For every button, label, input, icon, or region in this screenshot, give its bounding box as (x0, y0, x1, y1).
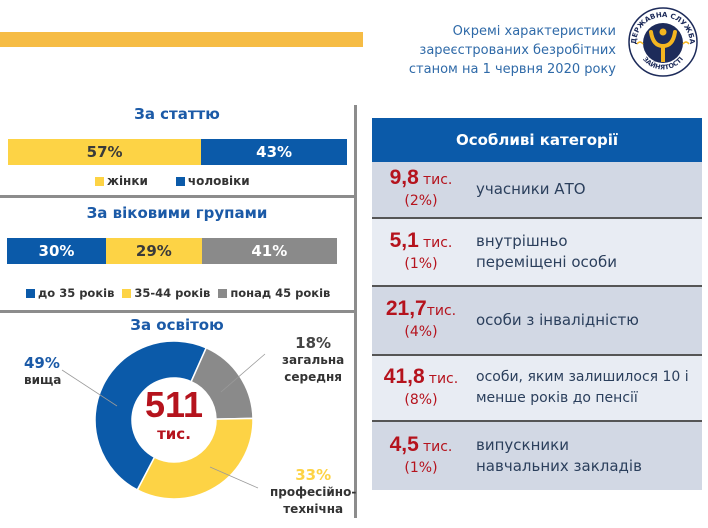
section-divider-2 (0, 310, 356, 313)
legend-swatch-men (175, 176, 185, 186)
title-line-1: Окремі характеристики (452, 24, 616, 39)
category-percent: (8%) (404, 391, 438, 408)
donut-label-higher-pct: 49% (24, 354, 60, 372)
donut-svg (61, 340, 266, 500)
donut-leader-vocational (209, 466, 259, 489)
category-row: 21,7тис. (4%) особи з інвалідністю (372, 287, 702, 356)
age-bar-over-45: 41% (201, 238, 337, 264)
donut-leader-secondary (220, 353, 266, 393)
donut-label-vocational-name-1: професійно- (270, 485, 357, 499)
category-label: особи, яким залишилося 10 і менше років … (476, 369, 689, 406)
donut-label-vocational-pct: 33% (295, 466, 332, 484)
donut-label-vocational: 33% професійно- технічна (270, 466, 356, 518)
category-value: 21,7тис. (4%) (372, 297, 470, 342)
category-number: 9,8 (389, 166, 419, 189)
category-label: випускники навчальних закладів (476, 436, 642, 475)
legend-item-35-44: 35-44 років (122, 286, 210, 300)
category-unit: тис. (422, 172, 453, 188)
legend-item-under-35: до 35 років (26, 286, 114, 300)
gender-bar-men: 43% (201, 139, 347, 165)
donut-slice-higher (94, 340, 208, 491)
legend-swatch-over-45 (218, 288, 228, 298)
category-label: особи з інвалідністю (476, 311, 639, 329)
category-unit: тис. (426, 303, 457, 319)
donut-label-secondary: 18% загальна середня (282, 334, 344, 386)
legend-label-over-45: понад 45 років (230, 286, 331, 300)
employment-service-logo: ДЕРЖАВНА СЛУЖБА ЗАЙНЯТОСТІ (628, 7, 698, 77)
donut-label-secondary-name-1: загальна (282, 353, 345, 367)
education-section-title: За освітою (130, 316, 224, 334)
category-percent: (1%) (404, 255, 438, 272)
category-value: 4,5 тис. (1%) (372, 432, 470, 478)
category-row: 9,8 тис. (2%) учасники АТО (372, 162, 702, 219)
donut-center-total: 511 тис. (124, 384, 224, 444)
category-row: 4,5 тис. (1%) випускники навчальних закл… (372, 422, 702, 490)
legend-item-over-45: понад 45 років (218, 286, 330, 300)
legend-swatch-women (95, 176, 104, 186)
gender-section-title: За статтю (134, 105, 220, 123)
donut-center-value: 511 (144, 384, 204, 425)
category-unit: тис. (422, 234, 453, 251)
legend-item-men: чоловіки (175, 174, 250, 188)
age-bar-under-35: 30% (7, 238, 106, 264)
legend-swatch-under-35 (26, 288, 35, 298)
age-bar: 30% 29% 41% (7, 238, 337, 264)
gender-legend: жінки чоловіки (95, 174, 250, 188)
legend-swatch-35-44 (122, 288, 132, 298)
title-line-3: станом на 1 червня 2020 року (408, 62, 616, 77)
category-number: 41,8 (383, 364, 425, 388)
category-percent: (1%) (404, 459, 438, 476)
donut-slice-vocational (136, 417, 254, 500)
category-number: 5,1 (389, 228, 419, 252)
age-section-title: За віковими групами (86, 204, 268, 222)
donut-label-higher: 49% вища (24, 354, 61, 389)
category-row: 41,8 тис. (8%) особи, яким залишилося 10… (372, 356, 702, 422)
age-bar-35-44-label: 29% (135, 242, 172, 260)
donut-label-vocational-name-2: технічна (283, 502, 344, 516)
special-categories-panel: Особливі категорії 9,8 тис. (2%) учасник… (372, 118, 702, 490)
special-categories-header: Особливі категорії (372, 118, 702, 162)
donut-label-secondary-pct: 18% (295, 334, 332, 352)
age-bar-under-35-label: 30% (38, 242, 75, 260)
category-number: 21,7 (385, 297, 427, 320)
category-unit: тис. (422, 438, 453, 455)
age-bar-over-45-label: 41% (251, 242, 288, 260)
category-number: 4,5 (389, 432, 419, 456)
donut-label-higher-name: вища (24, 373, 62, 387)
legend-item-women: жінки (95, 174, 148, 188)
category-label: внутрішньо переміщені особи (476, 232, 617, 271)
category-value: 41,8 тис. (8%) (372, 364, 470, 410)
legend-label-men: чоловіки (187, 174, 250, 188)
age-legend: до 35 років 35-44 років понад 45 років (26, 286, 330, 300)
donut-label-secondary-name-2: середня (284, 370, 342, 384)
gender-bar-women: 57% (8, 139, 202, 165)
education-donut-chart: 511 тис. 49% вища 18% загальна середня 3… (0, 330, 356, 528)
category-percent: (4%) (404, 324, 438, 340)
top-stripe (0, 32, 363, 47)
legend-label-35-44: 35-44 років (134, 286, 211, 300)
page-title: Окремі характеристики зареєстрованих без… (356, 22, 616, 79)
gender-bar-men-label: 43% (256, 143, 293, 161)
category-row: 5,1 тис. (1%) внутрішньо переміщені особ… (372, 219, 702, 287)
gender-bar: 57% 43% (8, 139, 347, 165)
category-value: 5,1 тис. (1%) (372, 228, 470, 274)
title-line-2: зареєстрованих безробітних (419, 43, 616, 58)
category-value: 9,8 тис. (2%) (372, 166, 470, 211)
category-label: учасники АТО (476, 180, 586, 198)
legend-label-under-35: до 35 років (38, 286, 115, 300)
age-bar-35-44: 29% (106, 238, 202, 264)
category-unit: тис. (428, 370, 459, 387)
donut-leader-higher (61, 369, 118, 407)
legend-label-women: жінки (107, 174, 148, 188)
category-percent: (2%) (404, 193, 438, 209)
donut-center-unit: тис. (157, 425, 191, 443)
section-divider-1 (0, 195, 356, 198)
gender-bar-women-label: 57% (86, 143, 123, 161)
